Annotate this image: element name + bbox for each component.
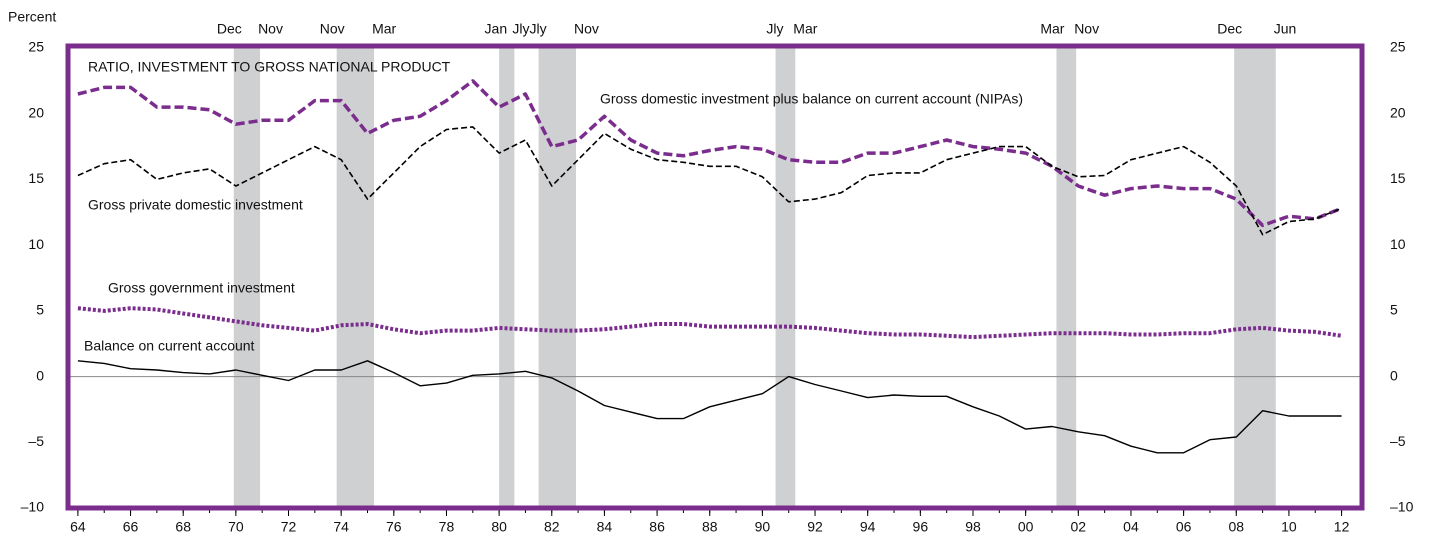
- x-tick-label: 84: [597, 519, 613, 535]
- x-tick-label: 72: [281, 519, 297, 535]
- x-tick-label: 12: [1334, 519, 1350, 535]
- y2-tick-label: 25: [1390, 39, 1406, 55]
- x-tick-label: 74: [333, 519, 349, 535]
- x-tick-label: 86: [649, 519, 665, 535]
- recession-band: [499, 46, 515, 508]
- y2-tick-label: 15: [1390, 170, 1406, 186]
- series-label: Gross domestic investment plus balance o…: [600, 91, 1023, 107]
- y-tick-label: 0: [36, 367, 44, 383]
- recession-end-label: Mar: [372, 21, 396, 37]
- recession-band: [1056, 46, 1077, 508]
- y-tick-label: 5: [36, 302, 44, 318]
- recession-band: [336, 46, 375, 508]
- y-axis-label: Percent: [8, 9, 56, 25]
- series-label: Balance on current account: [84, 338, 255, 354]
- x-tick-label: 00: [1018, 519, 1034, 535]
- recession-start-label: Dec: [1217, 21, 1242, 37]
- x-tick-label: 90: [755, 519, 771, 535]
- recession-end-label: Nov: [258, 21, 283, 37]
- y2-tick-label: –5: [1390, 433, 1406, 449]
- y-tick-label: –10: [21, 499, 45, 515]
- plot-underlay: [70, 46, 1360, 508]
- recession-end-label: Nov: [1074, 21, 1099, 37]
- x-tick-label: 06: [1176, 519, 1192, 535]
- recession-end-label: Jun: [1274, 21, 1297, 37]
- y-tick-label: 15: [28, 170, 44, 186]
- chart-title: RATIO, INVESTMENT TO GROSS NATIONAL PROD…: [88, 59, 451, 75]
- y-tick-label: 25: [28, 39, 44, 55]
- x-tick-label: 66: [123, 519, 139, 535]
- series-line: [77, 306, 1342, 340]
- recession-start-label: Jan: [485, 21, 508, 37]
- recession-end-label: Jly: [512, 21, 529, 37]
- y-tick-label: –5: [28, 433, 44, 449]
- x-tick-label: 98: [965, 519, 981, 535]
- x-tick-label: 10: [1281, 519, 1297, 535]
- recession-start-label: Dec: [217, 21, 242, 37]
- series-line: [77, 79, 1343, 228]
- recession-start-label: Jly: [529, 21, 546, 37]
- recession-band: [775, 46, 796, 508]
- recession-end-label: Mar: [793, 21, 817, 37]
- recession-start-label: Mar: [1040, 21, 1064, 37]
- x-tick-label: 96: [913, 519, 929, 535]
- x-tick-label: 94: [860, 519, 876, 535]
- y2-tick-label: 20: [1390, 104, 1406, 120]
- x-tick-label: 88: [702, 519, 718, 535]
- y-tick-label: 20: [28, 104, 44, 120]
- y-tick-label: 10: [28, 236, 44, 252]
- y2-tick-label: –10: [1390, 499, 1414, 515]
- series-line: [77, 360, 1342, 454]
- x-tick-label: 92: [807, 519, 823, 535]
- x-tick-label: 82: [544, 519, 560, 535]
- x-tick-label: 04: [1123, 519, 1139, 535]
- series-label: Gross private domestic investment: [88, 197, 303, 213]
- plot-frame: [65, 43, 1365, 511]
- x-tick-label: 02: [1071, 519, 1087, 535]
- x-tick-label: 68: [175, 519, 191, 535]
- y2-tick-label: 10: [1390, 236, 1406, 252]
- x-tick-label: 76: [386, 519, 402, 535]
- recession-end-label: Nov: [574, 21, 599, 37]
- x-tick-label: 64: [70, 519, 86, 535]
- recession-band: [233, 46, 261, 508]
- recession-band: [1234, 46, 1276, 508]
- recession-start-label: Nov: [320, 21, 345, 37]
- x-tick-label: 08: [1228, 519, 1244, 535]
- x-tick-label: 80: [491, 519, 507, 535]
- y2-tick-label: 0: [1390, 367, 1398, 383]
- x-tick-label: 70: [228, 519, 244, 535]
- series-line: [77, 126, 1342, 236]
- series-label: Gross government investment: [108, 280, 295, 296]
- x-tick-label: 78: [439, 519, 455, 535]
- recession-start-label: Jly: [766, 21, 783, 37]
- y2-tick-label: 5: [1390, 302, 1398, 318]
- recession-band: [538, 46, 576, 508]
